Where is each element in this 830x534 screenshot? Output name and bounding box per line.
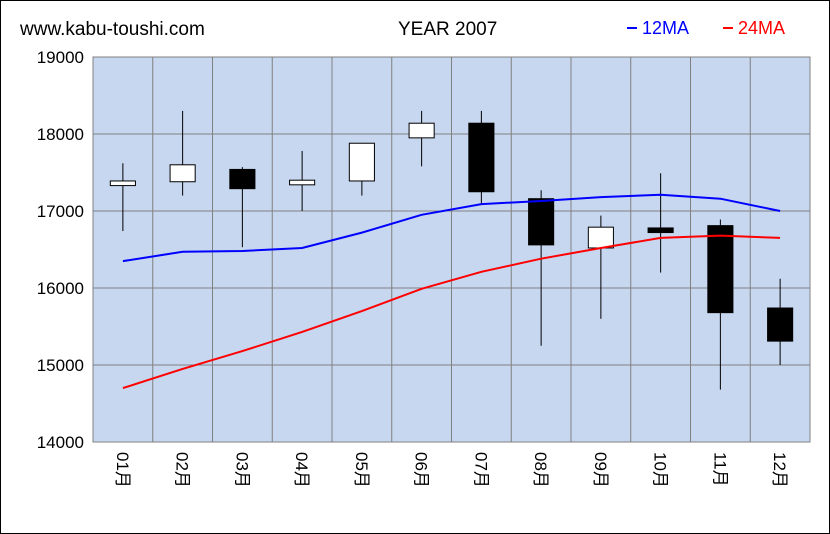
candle — [587, 215, 614, 319]
x-tick-label: 03月 — [232, 452, 251, 488]
candle-body — [348, 142, 375, 182]
candle-body — [528, 198, 555, 246]
legend-item-24ma: 24MA — [723, 18, 785, 38]
candle-body — [169, 164, 196, 183]
chart-title: YEAR 2007 — [398, 19, 497, 40]
candle — [528, 190, 555, 346]
candle-body — [468, 122, 495, 193]
y-tick-label: 16000 — [37, 279, 84, 298]
ma-line-12ma — [122, 193, 781, 263]
candle-body — [707, 225, 734, 314]
x-tick-label: 07月 — [471, 452, 490, 488]
candle — [229, 167, 256, 248]
y-tick-label: 18000 — [37, 125, 84, 144]
candle — [707, 219, 734, 390]
legend-label: 24MA — [738, 18, 785, 38]
candle-body — [587, 226, 614, 249]
y-axis-ticks: 14000 15000 16000 17000 18000 19000 — [37, 48, 84, 452]
x-tick-label: 11月 — [710, 452, 729, 487]
y-tick-label: 19000 — [37, 48, 84, 67]
candle — [408, 110, 435, 167]
y-tick-label: 15000 — [37, 356, 84, 375]
x-axis-ticks: 01月 02月 03月 04月 05月 06月 07月 08月 09月 10月 11月 12月 — [113, 452, 789, 488]
candle-body — [289, 179, 316, 186]
x-tick-label: 08月 — [531, 452, 550, 488]
x-tick-label: 12月 — [770, 452, 789, 488]
x-tick-label: 10月 — [651, 452, 670, 488]
candle — [289, 150, 316, 211]
candle-body — [408, 122, 435, 139]
candle-body — [229, 168, 256, 190]
moving-average-layer — [122, 193, 781, 390]
x-tick-label: 09月 — [591, 452, 610, 488]
x-tick-label: 02月 — [173, 452, 192, 488]
candle-body — [647, 227, 674, 234]
candle — [109, 163, 136, 232]
legend: 12MA 24MA — [627, 18, 785, 38]
legend-item-12ma: 12MA — [627, 18, 689, 38]
ma-line-24ma — [122, 234, 781, 390]
candle-body — [109, 180, 136, 187]
candle-body — [767, 307, 794, 342]
candle — [348, 142, 375, 196]
x-tick-label: 01月 — [113, 452, 132, 488]
candle — [468, 110, 495, 205]
x-tick-label: 05月 — [352, 452, 371, 488]
candle — [169, 110, 196, 196]
legend-label: 12MA — [642, 18, 689, 38]
y-tick-label: 14000 — [37, 433, 84, 452]
candle — [647, 173, 674, 273]
candles-layer — [109, 110, 794, 390]
site-url: www.kabu-toushi.com — [19, 19, 205, 40]
x-tick-label: 06月 — [412, 452, 431, 488]
x-tick-label: 04月 — [292, 452, 311, 488]
candle — [767, 278, 794, 365]
y-tick-label: 17000 — [37, 202, 84, 221]
